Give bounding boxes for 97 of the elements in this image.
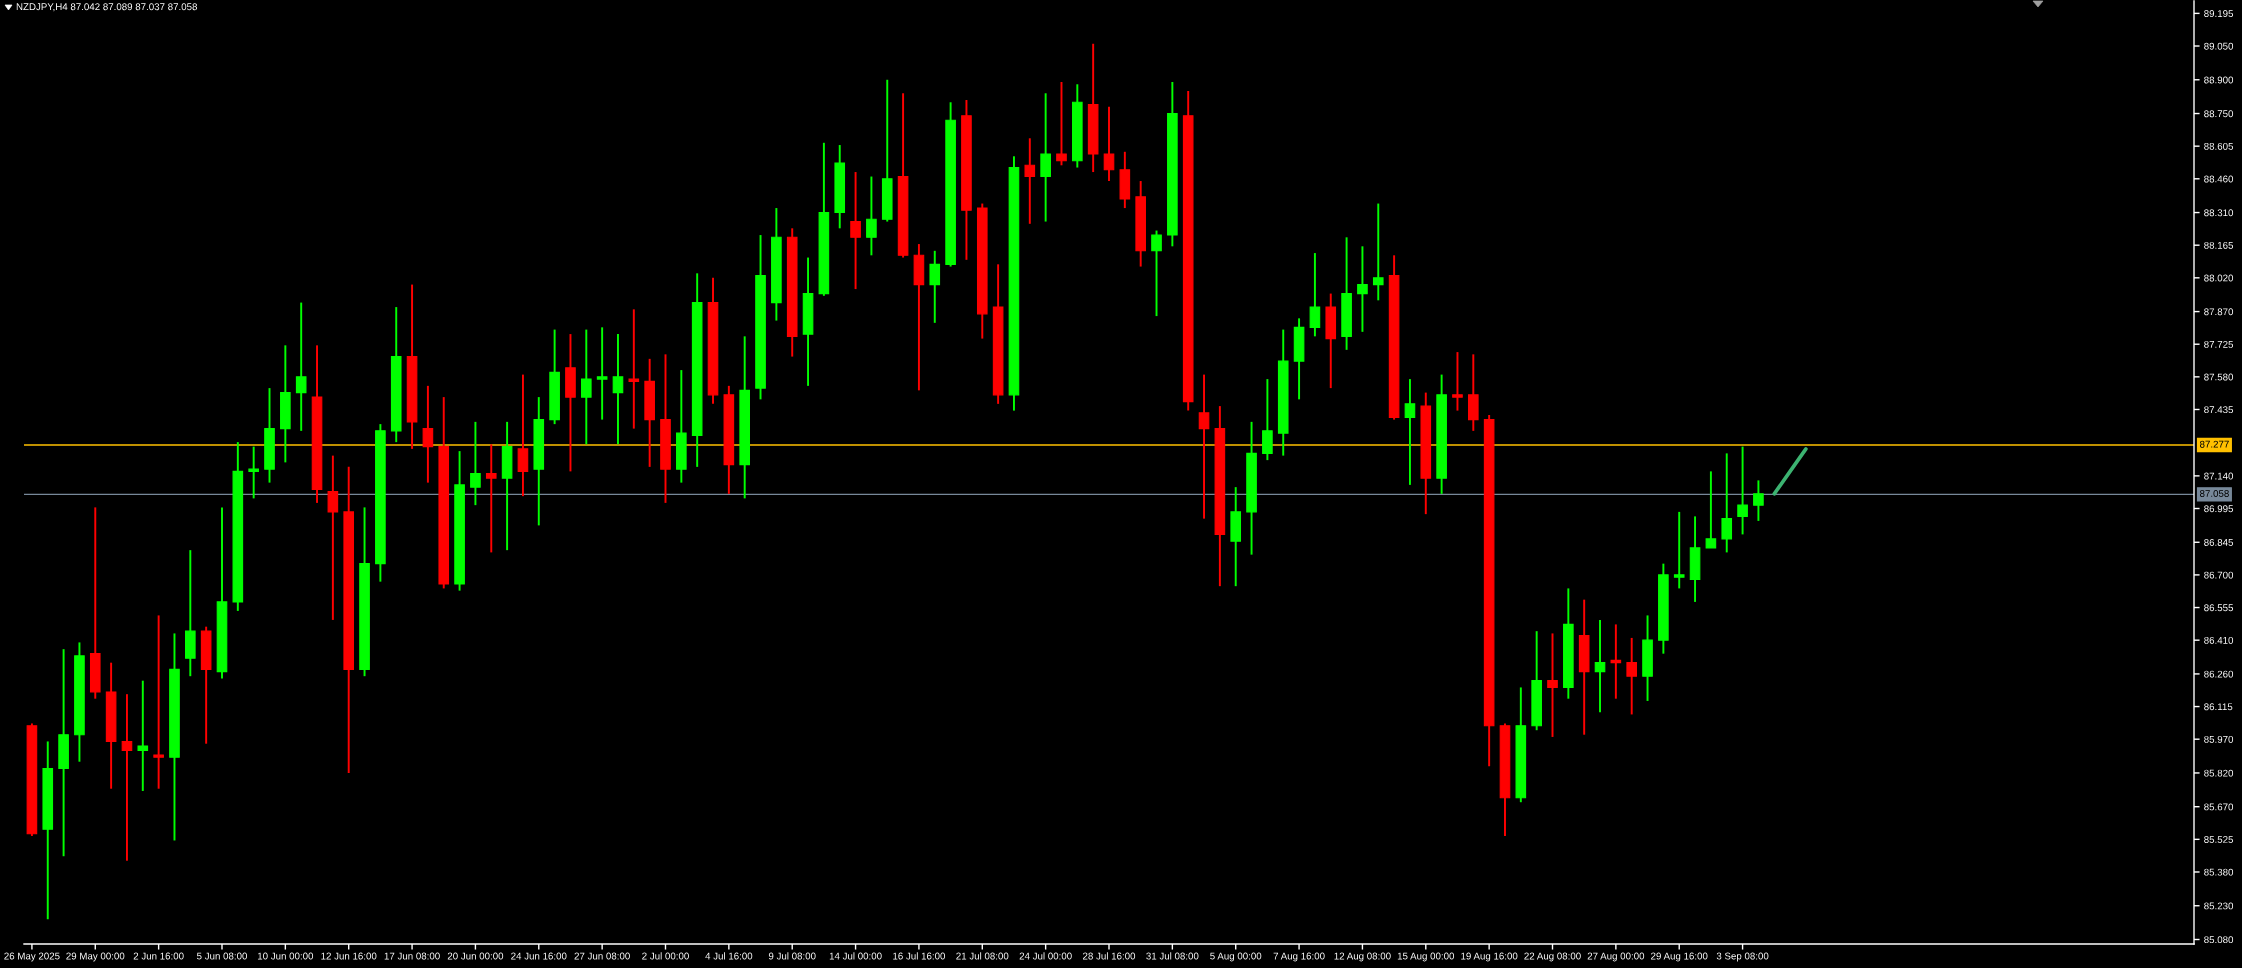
y-tick-label: 88.460 — [2204, 175, 2234, 183]
candlestick — [295, 301, 307, 432]
y-tick-label: 85.380 — [2204, 868, 2234, 876]
x-tick-label: 29 May 00:00 — [66, 952, 125, 962]
y-tick-label: 88.310 — [2204, 209, 2234, 217]
x-tick-label: 22 Aug 08:00 — [1524, 952, 1581, 962]
y-tick-label: 86.260 — [2204, 670, 2234, 678]
x-tick-label: 5 Jun 08:00 — [196, 952, 248, 960]
y-tick-label: 85.970 — [2204, 735, 2234, 743]
candlestick — [1151, 229, 1162, 318]
y-tick-label: 88.165 — [2204, 241, 2234, 249]
x-tick-label: 26 May 2025 — [4, 952, 60, 962]
candlestick — [121, 693, 133, 862]
candlestick — [612, 333, 624, 446]
candlestick — [327, 454, 339, 621]
x-tick-label: 27 Aug 00:00 — [1587, 952, 1645, 962]
x-tick-label: 21 Jul 08:00 — [956, 952, 1009, 960]
candlestick — [485, 443, 497, 554]
candlestick — [248, 445, 259, 500]
candlestick — [866, 175, 877, 257]
y-tick-label: 86.555 — [2204, 604, 2234, 612]
candlestick — [422, 384, 434, 484]
y-tick-label: 87.580 — [2204, 373, 2234, 381]
candlestick — [1721, 452, 1733, 554]
y-tick-label: 88.020 — [2204, 274, 2234, 282]
y-tick-label: 85.525 — [2204, 836, 2234, 843]
candlestick — [1753, 479, 1764, 522]
candlestick — [1198, 373, 1210, 520]
candlestick — [1372, 202, 1384, 302]
y-tick-label: 85.230 — [2204, 902, 2234, 910]
y-tick-label: 86.410 — [2204, 636, 2234, 644]
candlestick — [1103, 105, 1115, 183]
candlestick — [137, 679, 149, 792]
candlestick — [1404, 378, 1416, 486]
x-tick-label: 29 Aug 16:00 — [1651, 952, 1708, 962]
x-tick-label: 31 Jul 08:00 — [1146, 952, 1199, 960]
candlestick — [1673, 510, 1685, 590]
x-tick-label: 3 Sep 08:00 — [1716, 952, 1769, 962]
y-tick-label: 85.820 — [2204, 769, 2234, 777]
candlestick — [850, 171, 861, 291]
candlestick — [1262, 378, 1273, 462]
y-tick-label: 87.140 — [2204, 472, 2234, 480]
candlestick — [929, 249, 941, 324]
x-tick-label: 10 Jun 00:00 — [257, 952, 314, 960]
candlestick — [153, 614, 164, 790]
x-tick-label: 2 Jul 00:00 — [642, 952, 689, 960]
x-tick-label: 5 Aug 00:00 — [1210, 952, 1262, 962]
x-tick-label: 24 Jun 16:00 — [511, 952, 567, 960]
x-tick-label: 7 Aug 16:00 — [1273, 952, 1325, 962]
x-tick-label: 19 Aug 16:00 — [1461, 952, 1518, 962]
y-tick-label: 85.670 — [2204, 803, 2234, 811]
y-tick-label: 87.435 — [2204, 406, 2234, 414]
candlestick — [1547, 632, 1558, 738]
x-tick-label: 12 Aug 08:00 — [1334, 952, 1391, 962]
candlestick — [596, 326, 608, 421]
candlestick — [1705, 470, 1717, 549]
y-tick-label: 86.995 — [2204, 505, 2234, 513]
candlestick — [1024, 137, 1036, 225]
candlestick — [580, 328, 592, 446]
candlestick — [1040, 92, 1051, 223]
y-tick-label: 88.900 — [2204, 76, 2234, 84]
candlestick — [1626, 636, 1638, 716]
x-tick-label: 9 Jul 08:00 — [768, 952, 816, 960]
x-tick-label: 2 Jun 16:00 — [133, 952, 184, 960]
ref-line-label: 87.277 — [2199, 440, 2229, 448]
y-tick-label: 88.605 — [2204, 142, 2234, 150]
candlestick — [470, 420, 481, 507]
x-tick-label: 15 Aug 00:00 — [1397, 952, 1455, 962]
x-tick-label: 16 Jul 16:00 — [893, 952, 946, 960]
candlestick — [1357, 245, 1368, 333]
y-tick-label: 85.080 — [2204, 936, 2234, 944]
x-tick-label: 27 Jun 08:00 — [574, 952, 630, 960]
chart-title: NZDJPY,H4 87.042 87.089 87.037 87.058 — [16, 3, 198, 12]
x-tick-label: 4 Jul 16:00 — [705, 952, 753, 960]
x-tick-label: 12 Jun 16:00 — [321, 952, 377, 960]
y-tick-label: 89.195 — [2204, 10, 2234, 17]
y-tick-label: 88.750 — [2204, 110, 2234, 118]
candlestick — [1594, 618, 1606, 714]
y-tick-label: 87.725 — [2204, 340, 2234, 348]
candlestick — [1056, 81, 1067, 167]
x-tick-label: 28 Jul 16:00 — [1083, 952, 1136, 960]
ref-line-label: 87.058 — [2199, 490, 2229, 497]
y-tick-label: 86.845 — [2204, 539, 2234, 546]
candlestick — [1452, 351, 1463, 412]
candlestick — [1610, 623, 1622, 700]
candlestick — [628, 308, 640, 430]
x-tick-label: 17 Jun 08:00 — [384, 952, 440, 960]
y-tick-label: 87.870 — [2204, 308, 2234, 316]
y-tick-label: 86.700 — [2204, 571, 2234, 579]
x-tick-label: 20 Jun 00:00 — [447, 952, 504, 960]
x-tick-label: 14 Jul 00:00 — [829, 952, 882, 960]
candlestick — [517, 373, 529, 498]
y-tick-label: 86.115 — [2204, 703, 2233, 711]
y-tick-label: 89.050 — [2204, 42, 2234, 50]
candlestick — [1737, 445, 1748, 536]
x-tick-label: 24 Jul 00:00 — [1019, 952, 1072, 960]
candlestick — [1309, 252, 1321, 338]
